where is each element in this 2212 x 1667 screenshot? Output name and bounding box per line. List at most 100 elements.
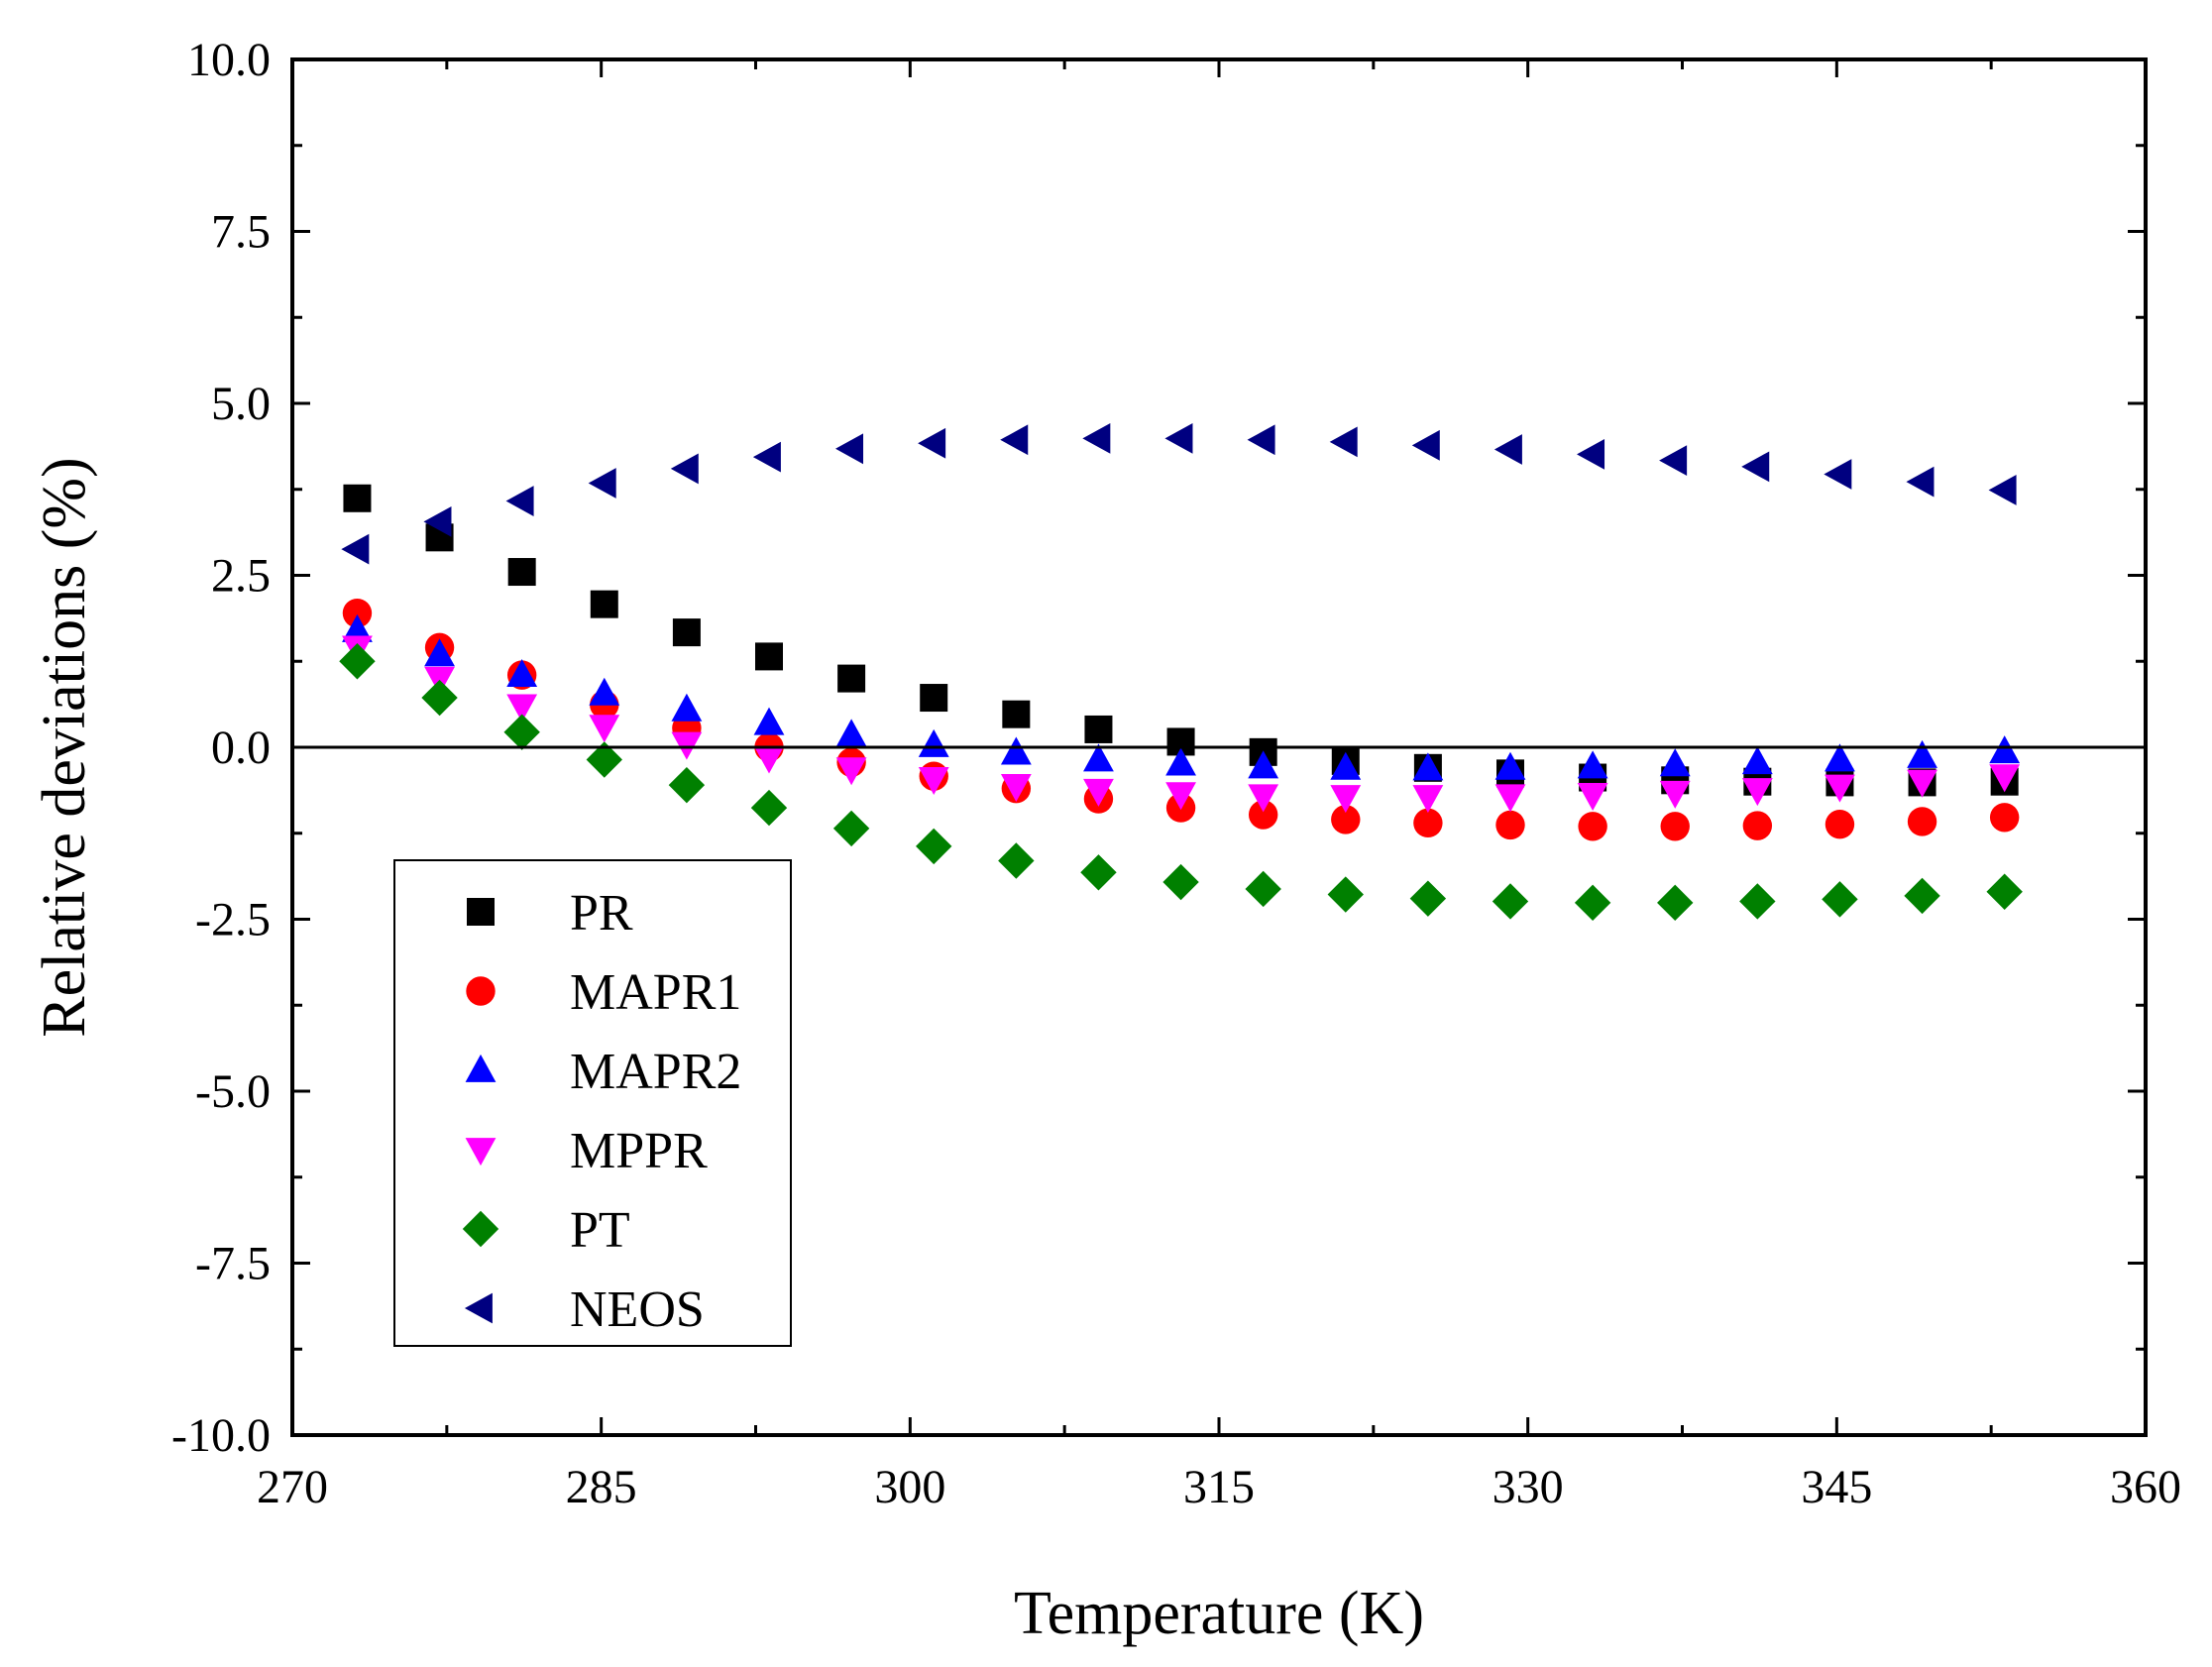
- legend-label-mapr1: MAPR1: [570, 964, 741, 1021]
- y-tick-label: -7.5: [195, 1238, 271, 1290]
- point-pt: [1245, 870, 1281, 908]
- point-mapr1: [342, 598, 373, 628]
- point-neos: [1824, 459, 1852, 490]
- y-tick-label: -10.0: [171, 1409, 271, 1462]
- point-mapr1: [1248, 800, 1278, 830]
- point-pt: [503, 714, 540, 750]
- point-pt: [750, 789, 788, 827]
- point-mapr1: [1413, 808, 1443, 838]
- point-mapr2: [342, 613, 373, 642]
- point-pt: [1904, 877, 1940, 915]
- y-axis-title: Relative deviations (%): [31, 457, 98, 1037]
- legend-label-pt: PT: [570, 1202, 630, 1259]
- point-pt: [1409, 880, 1447, 917]
- point-neos: [1000, 424, 1029, 456]
- legend-box: [393, 859, 792, 1347]
- y-tick-label: -5.0: [195, 1065, 271, 1118]
- point-mppr: [506, 694, 538, 722]
- point-neos: [918, 427, 946, 459]
- y-tick-label: -2.5: [195, 894, 271, 946]
- y-tick-label: 5.0: [211, 378, 271, 430]
- point-mppr: [1330, 785, 1362, 814]
- point-pt: [1327, 876, 1364, 913]
- point-mapr2: [1989, 735, 2021, 764]
- point-neos: [1577, 438, 1605, 470]
- y-tick-label: 2.5: [211, 550, 271, 603]
- point-pt: [1657, 884, 1694, 922]
- point-pt: [998, 842, 1035, 879]
- point-pt: [832, 810, 870, 847]
- x-tick-label: 330: [1493, 1461, 1564, 1513]
- point-mppr: [1000, 773, 1032, 802]
- x-tick-label: 300: [874, 1461, 945, 1513]
- point-mapr1: [1742, 811, 1773, 840]
- point-mppr: [1412, 785, 1444, 814]
- point-mapr2: [1494, 751, 1526, 780]
- point-mapr1: [1907, 807, 1937, 836]
- point-neos: [752, 441, 781, 473]
- point-mppr: [1248, 784, 1279, 813]
- plot-frame: [290, 57, 2148, 1437]
- point-pt: [916, 828, 952, 865]
- series-pt: [339, 643, 2023, 922]
- point-neos: [835, 433, 864, 465]
- legend-label-mppr: MPPR: [570, 1123, 708, 1179]
- legend-marker-mapr1: [466, 976, 496, 1006]
- point-mapr2: [1000, 736, 1032, 765]
- point-neos: [1082, 422, 1111, 454]
- point-mapr2: [1248, 750, 1279, 779]
- series-neos: [341, 422, 2017, 565]
- point-mapr2: [1741, 746, 1773, 775]
- point-mppr: [1083, 778, 1114, 807]
- point-neos: [1411, 429, 1440, 461]
- y-tick-label: 7.5: [211, 206, 271, 259]
- point-pt: [1822, 881, 1858, 918]
- legend-marker-pt: [462, 1210, 499, 1248]
- point-mapr2: [1907, 739, 1937, 768]
- y-tick-label: 0.0: [211, 722, 271, 774]
- point-mapr2: [506, 659, 538, 688]
- series-mapr2: [342, 613, 2021, 781]
- point-pr: [672, 618, 701, 647]
- point-mapr1: [1331, 805, 1361, 834]
- point-pr: [837, 664, 866, 693]
- point-mapr2: [1412, 752, 1444, 781]
- point-mppr: [1659, 780, 1691, 809]
- point-pr: [755, 642, 784, 671]
- point-neos: [1164, 422, 1193, 454]
- point-pt: [421, 679, 458, 717]
- point-mapr1: [1989, 803, 2020, 833]
- point-pr: [507, 558, 536, 587]
- point-pt: [1986, 873, 2023, 910]
- point-mppr: [753, 745, 785, 774]
- point-pt: [668, 766, 706, 804]
- point-mapr1: [1825, 810, 1855, 839]
- point-neos: [1988, 475, 2017, 505]
- legend-marker-pr: [467, 898, 495, 926]
- point-pr: [590, 590, 618, 618]
- point-neos: [423, 505, 452, 537]
- point-neos: [588, 468, 616, 499]
- point-mapr2: [589, 677, 620, 706]
- point-mppr: [918, 767, 949, 796]
- point-mapr1: [1660, 812, 1690, 841]
- legend-label-pr: PR: [570, 885, 633, 942]
- point-mppr: [1989, 764, 2021, 793]
- point-pt: [586, 741, 622, 778]
- point-pt: [1080, 854, 1117, 891]
- point-pt: [339, 643, 376, 680]
- point-mapr1: [1578, 812, 1607, 841]
- point-pt: [1574, 884, 1611, 922]
- point-neos: [505, 486, 534, 516]
- point-mppr: [1165, 782, 1196, 811]
- point-pt: [1492, 883, 1529, 920]
- point-mapr2: [753, 707, 785, 735]
- legend-marker-mapr2: [465, 1054, 497, 1082]
- point-mppr: [1907, 769, 1937, 798]
- legend-marker-mppr: [465, 1138, 497, 1167]
- point-neos: [341, 533, 370, 565]
- legend-label-mapr2: MAPR2: [570, 1044, 741, 1100]
- point-mapr1: [1495, 810, 1525, 840]
- point-mppr: [1741, 778, 1773, 807]
